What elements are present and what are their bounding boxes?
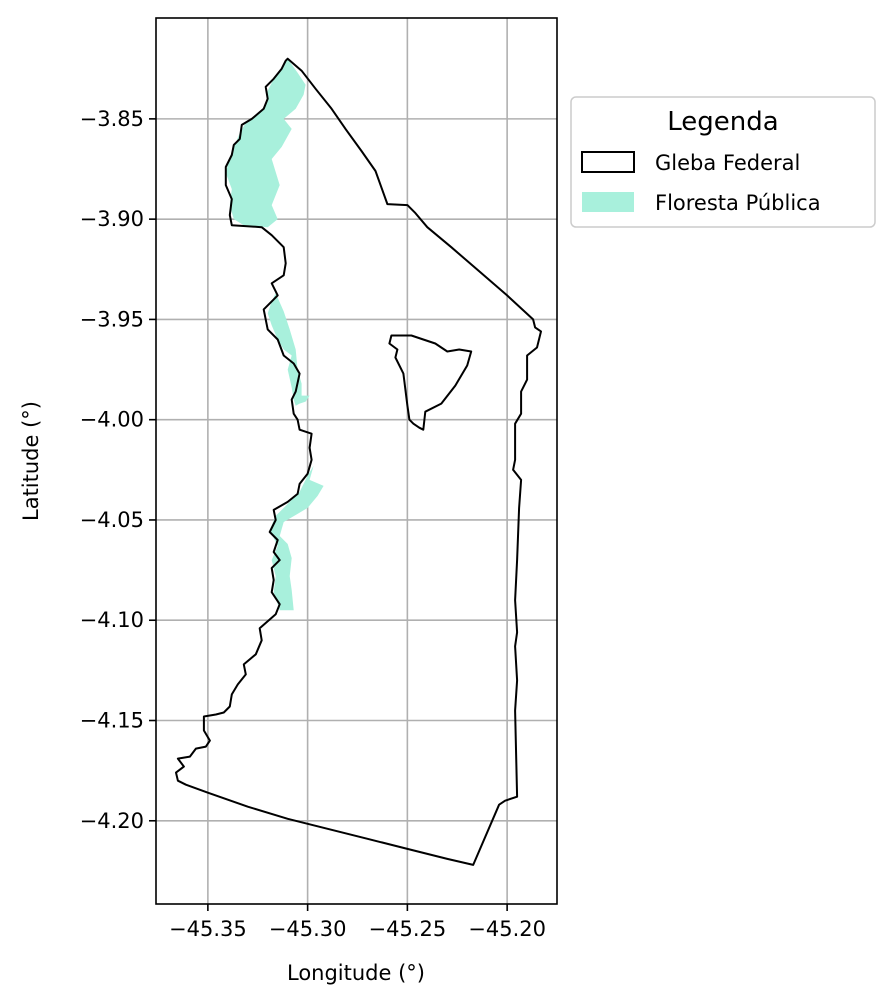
y-axis-ticks: −3.85 −3.90 −3.95 −4.00 −4.05 −4.10 −4.15 −4.20 xyxy=(80,107,156,833)
legend-box xyxy=(570,96,876,228)
y-tick-label: −4.05 xyxy=(80,508,144,532)
y-tick-label: −3.90 xyxy=(80,207,144,231)
gleba-federal-layer xyxy=(175,57,542,866)
legend-title: Legenda xyxy=(667,107,778,137)
y-tick-label: −4.10 xyxy=(80,608,144,632)
y-tick-label: −4.00 xyxy=(80,408,144,432)
floresta-publica-layer xyxy=(225,58,324,611)
legend-swatch-gleba-federal xyxy=(581,151,635,173)
gleba-federal-boundary xyxy=(175,57,542,866)
x-tick-label: −45.30 xyxy=(269,917,347,941)
y-tick-label: −3.85 xyxy=(80,107,144,131)
grid-lines xyxy=(156,18,557,904)
x-tick-label: −45.25 xyxy=(369,917,447,941)
y-tick-label: −4.15 xyxy=(80,709,144,733)
x-axis-label: Longitude (°) xyxy=(287,961,425,985)
y-tick-label: −3.95 xyxy=(80,307,144,331)
floresta-publica-polygon xyxy=(225,58,306,228)
legend-swatch-floresta-publica xyxy=(582,192,634,212)
x-tick-label: −45.35 xyxy=(169,917,247,941)
y-axis-label: Latitude (°) xyxy=(19,401,43,521)
x-axis-ticks: −45.35 −45.30 −45.25 −45.20 xyxy=(169,904,546,941)
legend-label-floresta-publica: Floresta Pública xyxy=(655,191,821,215)
x-tick-label: −45.20 xyxy=(468,917,546,941)
legend-label-gleba-federal: Gleba Federal xyxy=(655,151,800,175)
floresta-publica-polygon xyxy=(269,465,324,611)
axes-frame xyxy=(155,17,558,905)
floresta-publica-polygon xyxy=(267,293,310,406)
legend: Legenda Gleba Federal Floresta Pública xyxy=(570,96,876,228)
y-tick-label: −4.20 xyxy=(80,809,144,833)
